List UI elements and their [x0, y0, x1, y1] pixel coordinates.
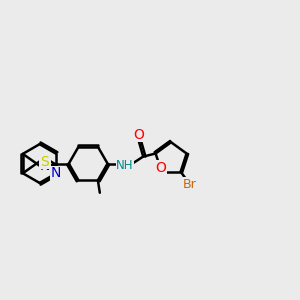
Text: NH: NH [116, 159, 134, 172]
Text: O: O [155, 161, 166, 175]
Text: Br: Br [183, 178, 197, 191]
Text: S: S [40, 154, 49, 169]
Text: N: N [50, 166, 61, 180]
Text: N: N [40, 159, 50, 172]
Text: O: O [133, 128, 144, 142]
